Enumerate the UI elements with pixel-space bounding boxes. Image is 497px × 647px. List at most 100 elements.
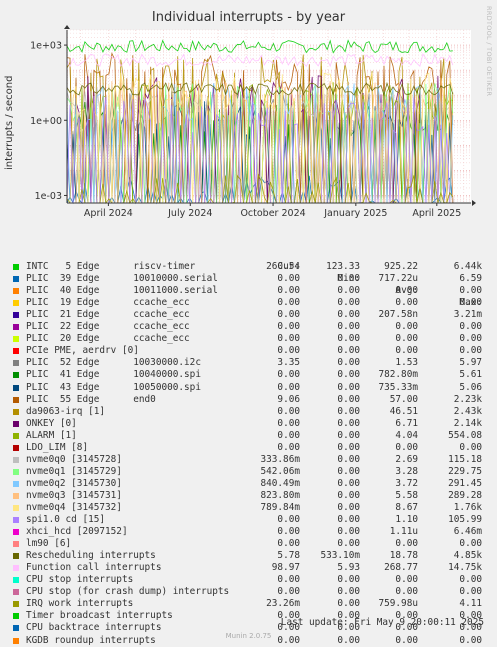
axes: 1e+03 1e+00 1e-03 April 2024 July 2024 Octobe… bbox=[30, 25, 476, 219]
series-avg: 1.11u bbox=[389, 526, 418, 538]
series-avg: 925.22 bbox=[384, 261, 418, 273]
series-cur: 260.54 bbox=[266, 261, 300, 273]
y-tick-label: 1e+00 bbox=[30, 116, 62, 127]
series-avg: 0.00 bbox=[395, 574, 418, 586]
header-min: Min: bbox=[337, 273, 360, 285]
series-min: 0.00 bbox=[337, 586, 360, 598]
series-cur: 0.00 bbox=[277, 634, 300, 646]
legend-swatch bbox=[13, 553, 19, 560]
series-max: 5.61 bbox=[459, 369, 482, 381]
series-avg: 0.00 bbox=[395, 610, 418, 622]
series-cur: 0.00 bbox=[277, 429, 300, 441]
series-avg: 0.00 bbox=[395, 538, 418, 550]
x-tick-label: April 2025 bbox=[412, 208, 461, 219]
series-cur: 0.00 bbox=[277, 610, 300, 622]
series-avg: 0.00 bbox=[395, 285, 418, 297]
series-min: 0.00 bbox=[337, 574, 360, 586]
legend-swatch bbox=[13, 541, 19, 548]
legend-row: Function call interrupts 98.97 5.93 268.77 1… bbox=[10, 562, 490, 574]
x-axis-arrow bbox=[472, 200, 476, 206]
series-cur: 0.00 bbox=[277, 297, 300, 309]
series-min: 0.00 bbox=[337, 477, 360, 489]
series-cur: 9.06 bbox=[277, 393, 300, 405]
series-name: CPU stop (for crash dump) interrupts bbox=[26, 586, 230, 598]
legend-swatch bbox=[13, 601, 19, 608]
series-max: 291.45 bbox=[448, 477, 482, 489]
legend-swatch bbox=[13, 504, 19, 511]
series-min: 0.00 bbox=[337, 634, 360, 646]
legend-row: PLIC 43 Edge 10050000.spi 0.00 0.00 735.33m… bbox=[10, 382, 490, 394]
legend-row: CPU backtrace interrupts 0.00 0.00 0.00 0.00 bbox=[10, 622, 490, 634]
series-min: 0.00 bbox=[337, 622, 360, 634]
legend-swatch bbox=[13, 432, 19, 439]
series-min: 0.00 bbox=[337, 489, 360, 501]
series-cur: 0.00 bbox=[277, 321, 300, 333]
series-min: 0.00 bbox=[337, 393, 360, 405]
legend-row: nvme0q1 [3145729] 542.06m 0.00 3.28 229.75 bbox=[10, 466, 490, 478]
legend-swatch bbox=[13, 420, 19, 427]
legend-row: nvme0q4 [3145732] 789.84m 0.00 8.67 1.76k bbox=[10, 502, 490, 514]
series-avg: 0.00 bbox=[395, 622, 418, 634]
series-min: 0.00 bbox=[337, 273, 360, 285]
series-name: da9063-irq [1] bbox=[26, 405, 106, 417]
series-min: 0.00 bbox=[337, 321, 360, 333]
series-min: 123.33 bbox=[326, 261, 360, 273]
series-min: 0.00 bbox=[337, 369, 360, 381]
series-max: 115.18 bbox=[448, 453, 482, 465]
legend-swatch bbox=[13, 444, 19, 451]
legend-swatch bbox=[13, 288, 19, 295]
series-max: 0.00 bbox=[459, 610, 482, 622]
series-min: 0.00 bbox=[337, 501, 360, 513]
series-max: 0.00 bbox=[459, 622, 482, 634]
legend-swatch bbox=[13, 300, 19, 307]
series-name: LDO_LIM [8] bbox=[26, 441, 89, 453]
series-name: Rescheduling interrupts bbox=[26, 550, 156, 562]
legend-row: PLIC 21 Edge ccache_ecc 0.00 0.00 207.58n 3.… bbox=[10, 309, 490, 321]
series-cur: 0.00 bbox=[277, 405, 300, 417]
series-max: 1.76k bbox=[453, 501, 482, 513]
series-name: nvme0q0 [3145728] bbox=[26, 453, 122, 465]
legend-rows: INTC 5 Edge riscv-timer 260.54 123.33 925.2… bbox=[10, 261, 490, 647]
legend-row: LDO_LIM [8] 0.00 0.00 0.00 0.00 bbox=[10, 442, 490, 454]
series-name: ONKEY [0] bbox=[26, 417, 77, 429]
series-min: 0.00 bbox=[337, 345, 360, 357]
series-name: PLIC 52 Edge 10030000.i2c bbox=[26, 357, 201, 369]
series-min: 0.00 bbox=[337, 285, 360, 297]
series-avg: 3.72 bbox=[395, 477, 418, 489]
series-name: Function call interrupts bbox=[26, 562, 162, 574]
series-avg: 5.58 bbox=[395, 489, 418, 501]
series-trace bbox=[66, 81, 454, 97]
series-avg: 0.00 bbox=[395, 297, 418, 309]
series-avg: 0.00 bbox=[395, 586, 418, 598]
legend-row: IRQ work interrupts 23.26m 0.00 759.98u 4.11 bbox=[10, 598, 490, 610]
legend-row: CPU stop interrupts 0.00 0.00 0.00 0.00 bbox=[10, 574, 490, 586]
series-cur: 0.00 bbox=[277, 514, 300, 526]
series-cur: 98.97 bbox=[271, 562, 300, 574]
legend-row: PLIC 52 Edge 10030000.i2c 3.35 0.00 1.53 5.9… bbox=[10, 357, 490, 369]
series-avg: 759.98u bbox=[378, 598, 418, 610]
series-avg: 0.00 bbox=[395, 321, 418, 333]
series-trace bbox=[66, 95, 453, 204]
legend-row: PLIC 40 Edge 10011000.serial 0.00 0.00 0.00… bbox=[10, 285, 490, 297]
series-cur: 0.00 bbox=[277, 273, 300, 285]
series-cur: 3.35 bbox=[277, 357, 300, 369]
legend-row: PLIC 22 Edge ccache_ecc 0.00 0.00 0.00 0.00 bbox=[10, 321, 490, 333]
last-update: Last update: Fri May 9 20:00:11 2025 bbox=[280, 617, 484, 628]
legend-swatch bbox=[13, 468, 19, 475]
series-name: ALARM [1] bbox=[26, 429, 77, 441]
series-cur: 0.00 bbox=[277, 586, 300, 598]
series-cur: 23.26m bbox=[266, 598, 300, 610]
chart-plot: 1e+03 1e+00 1e-03 April 2024 July 2024 Octobe… bbox=[30, 25, 476, 219]
series-max: 3.21m bbox=[453, 309, 482, 321]
legend-swatch bbox=[13, 360, 19, 367]
series-cur: 840.49m bbox=[260, 477, 300, 489]
legend-swatch bbox=[13, 372, 19, 379]
legend-row: nvme0q0 [3145728] 333.86m 0.00 2.69 115.18 bbox=[10, 454, 490, 466]
legend-row: PCIe PME, aerdrv [0] 0.00 0.00 0.00 0.00 bbox=[10, 345, 490, 357]
series-avg: 0.00 bbox=[395, 345, 418, 357]
legend-row: xhci_hcd [2097152] 0.00 0.00 1.11u 6.46m bbox=[10, 526, 490, 538]
legend-swatch bbox=[13, 529, 19, 536]
series-max: 5.06 bbox=[459, 381, 482, 393]
series-max: 554.08 bbox=[448, 429, 482, 441]
series-min: 0.00 bbox=[337, 598, 360, 610]
